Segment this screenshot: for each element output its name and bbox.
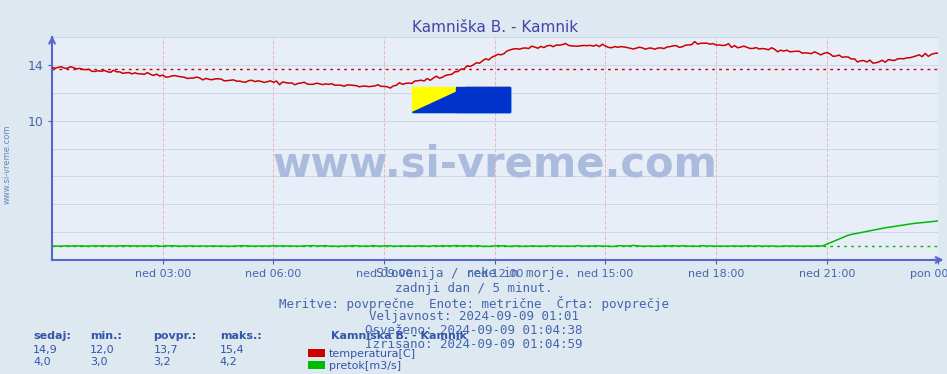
Text: zadnji dan / 5 minut.: zadnji dan / 5 minut. [395,282,552,295]
Text: 15,4: 15,4 [220,345,244,355]
Polygon shape [456,88,509,112]
Text: maks.:: maks.: [220,331,261,341]
Text: pretok[m3/s]: pretok[m3/s] [329,361,401,371]
Text: 4,2: 4,2 [220,357,238,367]
Text: povpr.:: povpr.: [153,331,197,341]
Polygon shape [413,88,509,112]
Text: 4,0: 4,0 [33,357,51,367]
Text: Izrisano: 2024-09-09 01:04:59: Izrisano: 2024-09-09 01:04:59 [365,338,582,352]
Text: 3,0: 3,0 [90,357,107,367]
Title: Kamniška B. - Kamnik: Kamniška B. - Kamnik [412,20,578,35]
Text: min.:: min.: [90,331,122,341]
Text: Kamniška B. - Kamnik: Kamniška B. - Kamnik [331,331,468,341]
Text: Slovenija / reke in morje.: Slovenija / reke in morje. [376,267,571,280]
Text: temperatura[C]: temperatura[C] [329,349,416,359]
Text: Meritve: povprečne  Enote: metrične  Črta: povprečje: Meritve: povprečne Enote: metrične Črta:… [278,296,669,311]
Text: 3,2: 3,2 [153,357,171,367]
Text: sedaj:: sedaj: [33,331,71,341]
Text: www.si-vreme.com: www.si-vreme.com [3,125,12,204]
Text: www.si-vreme.com: www.si-vreme.com [273,143,717,185]
Text: Osveženo: 2024-09-09 01:04:38: Osveženo: 2024-09-09 01:04:38 [365,324,582,337]
Polygon shape [413,88,509,112]
Text: 14,9: 14,9 [33,345,58,355]
Text: Veljavnost: 2024-09-09 01:01: Veljavnost: 2024-09-09 01:01 [368,310,579,323]
Text: 13,7: 13,7 [153,345,178,355]
Polygon shape [413,88,509,112]
Text: 12,0: 12,0 [90,345,115,355]
